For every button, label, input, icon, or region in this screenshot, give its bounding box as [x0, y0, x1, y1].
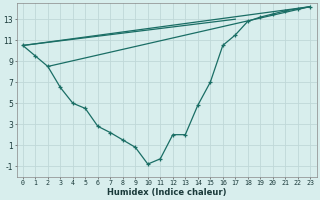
- X-axis label: Humidex (Indice chaleur): Humidex (Indice chaleur): [107, 188, 226, 197]
